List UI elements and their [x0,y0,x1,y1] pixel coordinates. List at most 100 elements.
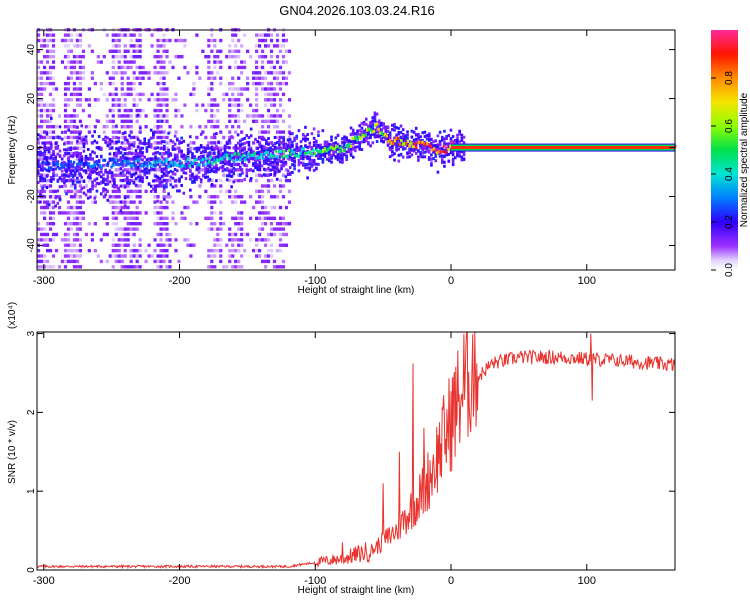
spectrogram-cell [189,254,193,258]
spectrogram-cell [117,136,120,140]
spectrogram-cell [447,145,451,149]
spectrogram-cell [440,157,444,161]
spectrogram-cell [266,98,271,102]
spectrogram-cell [37,153,40,157]
spectrogram-cell [373,113,377,117]
spectrogram-cell [147,182,151,186]
spectrogram-cell [328,157,331,161]
spectrogram-cell [126,200,130,204]
spectrogram-cell [39,38,44,43]
spectrogram-cell [302,147,305,151]
spectrogram-cell [105,216,109,221]
spectrogram-cell [186,147,190,151]
spectrogram-cell [141,71,145,75]
spectrogram-cell [336,134,340,138]
spectrogram-cell [129,135,133,140]
spectrogram-cell [139,176,142,180]
spectrogram-cell [180,141,183,145]
spectrogram-cell [167,160,170,164]
spectrogram-cell [210,119,214,124]
spectrogram-cell [126,162,129,166]
spectrogram-cell [135,205,139,210]
spectrogram-cell [126,65,130,70]
spectrogram-cell [198,125,202,129]
spectrogram-cell [284,76,289,80]
spectrogram-cell [37,33,41,37]
spectrogram-cell [78,248,83,253]
spectrogram-cell [258,152,262,156]
spectrogram-cell [388,146,392,150]
spectrogram-cell [153,195,157,199]
spectrogram-cell [120,259,124,264]
spectrogram-cell [306,145,309,149]
spectrogram-cell [84,154,88,158]
spectrogram-cell [210,33,214,37]
spectrogram-cell [257,130,262,134]
spectrogram-cell [171,65,175,70]
spectrogram-cell [216,103,220,107]
spectrogram-cell [165,173,168,177]
spectrogram-cell [41,153,44,157]
spectrogram-cell [364,130,368,134]
spectrogram-cell [370,130,374,134]
spectrogram-cell [312,148,315,152]
spectrogram-cell [162,147,166,151]
spectrogram-cell [197,175,201,179]
spectrogram-cell [173,153,177,157]
spectrogram-cell [186,164,190,168]
spectrogram-cell [406,139,410,143]
spectrogram-cell [138,173,142,177]
spectrogram-cell [117,54,121,59]
spectrogram-cell [219,146,223,150]
spectrogram-cell [95,146,99,150]
spectrogram-cell [123,243,127,247]
spectrogram-cell [174,38,178,43]
spectrogram-cell [93,196,97,200]
spectrogram-cell [39,119,44,124]
spectrogram-cell [126,238,130,242]
spectrogram-cell [138,76,142,80]
spectrogram-cell [462,153,466,157]
spectrogram-cell [111,141,115,145]
spectrogram-cell [281,195,286,199]
spectrogram-cell [162,254,166,258]
spectrogram-cell [176,159,179,163]
spectrogram-cell [97,170,101,174]
spectrogram-cell [262,149,266,153]
spectrogram-cell [445,136,448,140]
spectrogram-cell [436,151,439,155]
spectrogram-cell [255,49,259,53]
spectrogram-cell [42,265,47,269]
spectrogram-cell [117,108,121,113]
spectrogram-cell [260,114,265,118]
spectrogram-cell [429,144,432,149]
spectrogram-cell [174,92,178,97]
spectrogram-cell [267,147,270,151]
spectrogram-cell [42,38,47,43]
spectrogram-cell [180,114,184,118]
spectrogram-cell [310,152,314,157]
spectrogram-cell [231,195,235,199]
spectrogram-cell [95,181,99,185]
spectrogram-cell [130,143,133,147]
spectrogram-cell [238,154,242,158]
spectrogram-cell [234,259,238,264]
spectrogram-cell [78,184,83,188]
spectrogram-cell [234,238,238,242]
spectrogram-cell [156,222,160,226]
spectrogram-cell [37,222,41,226]
spectrogram-cell [216,232,220,237]
spectrogram-cell [60,211,65,215]
spectrogram-cell [138,141,142,145]
spectrogram-cell [322,149,325,153]
spectrogram-cell [37,81,41,86]
spectrogram-cell [382,140,385,144]
spectrogram-cell [351,155,355,159]
spectrogram-cell [393,139,397,143]
spectrogram-cell [152,135,155,139]
spectrogram-cell [97,182,101,186]
spectrogram-cell [48,38,53,43]
spectrogram-cell [228,238,232,242]
spectrogram-cell [240,92,244,97]
